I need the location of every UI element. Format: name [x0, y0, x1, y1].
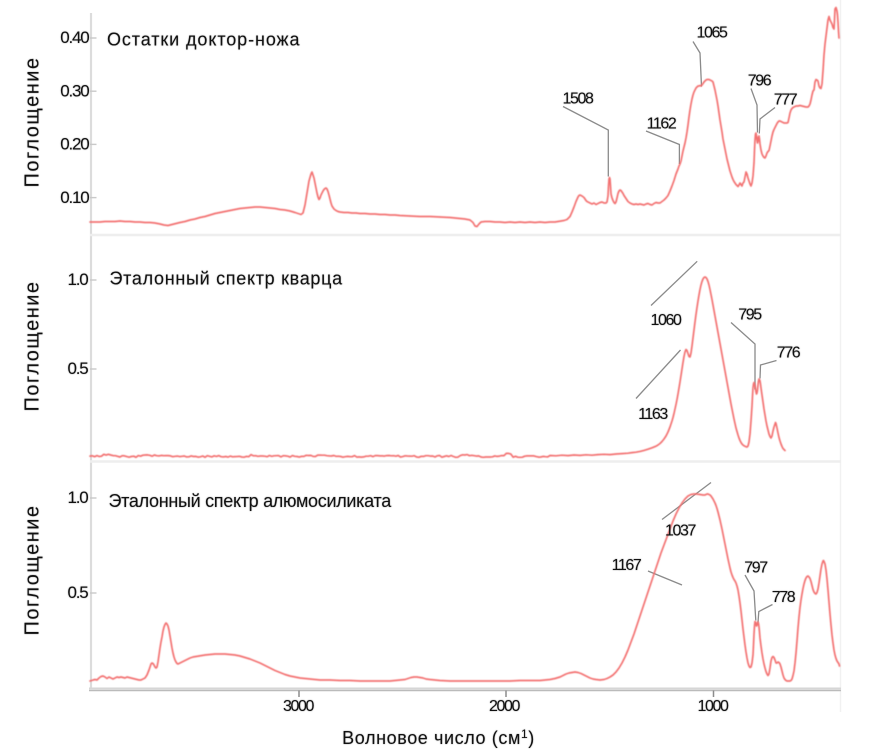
svg-text:1060: 1060: [651, 312, 682, 329]
svg-text:Эталонный спектр алюмосиликата: Эталонный спектр алюмосиликата: [109, 491, 393, 511]
svg-text:3000: 3000: [283, 698, 314, 715]
svg-text:1167: 1167: [612, 557, 642, 574]
svg-text:1163: 1163: [638, 406, 668, 423]
svg-text:0.40: 0.40: [60, 28, 89, 47]
svg-text:1000: 1000: [698, 698, 729, 715]
svg-text:0.30: 0.30: [60, 81, 89, 100]
svg-text:2000: 2000: [489, 698, 520, 715]
svg-text:1508: 1508: [563, 91, 594, 108]
svg-text:0.20: 0.20: [60, 135, 89, 154]
svg-text:1.0: 1.0: [67, 488, 88, 507]
svg-text:1.0: 1.0: [67, 270, 88, 289]
svg-text:796: 796: [748, 73, 772, 90]
svg-text:Поглощение: Поглощение: [22, 280, 44, 411]
svg-text:1037: 1037: [665, 523, 696, 540]
svg-text:0.5: 0.5: [67, 583, 88, 602]
svg-text:0.10: 0.10: [60, 188, 89, 207]
svg-text:777: 777: [774, 92, 798, 109]
svg-text:797: 797: [744, 560, 768, 577]
svg-text:795: 795: [738, 307, 762, 324]
svg-text:1065: 1065: [697, 25, 728, 42]
svg-text:Поглощение: Поглощение: [22, 504, 44, 635]
svg-text:Поглощение: Поглощение: [22, 56, 44, 187]
svg-text:Эталонный спектр кварца: Эталонный спектр кварца: [110, 269, 344, 289]
svg-text:778: 778: [772, 589, 796, 606]
svg-text:1162: 1162: [647, 116, 677, 133]
svg-text:776: 776: [777, 345, 801, 362]
svg-text:0.5: 0.5: [67, 359, 88, 378]
svg-text:Остатки доктор-ножа: Остатки доктор-ножа: [107, 30, 300, 50]
svg-text:Волновое число (см1): Волновое число (см1): [342, 727, 535, 748]
